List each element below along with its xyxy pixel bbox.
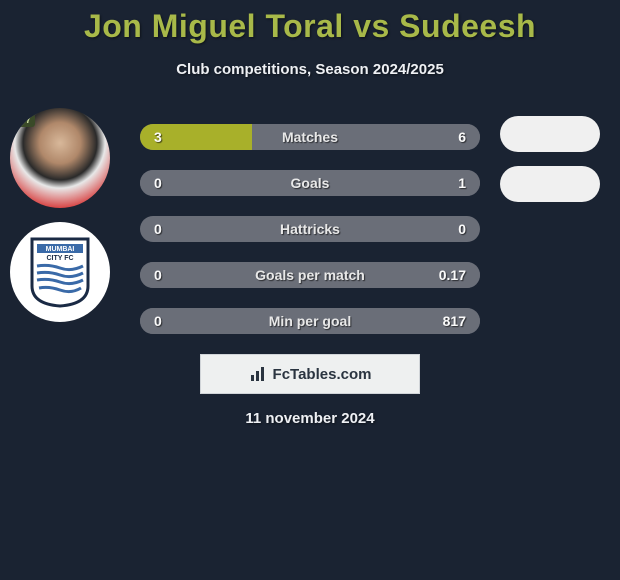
stat-row: 01Goals <box>140 170 480 196</box>
stat-row: 36Matches <box>140 124 480 150</box>
svg-text:CITY FC: CITY FC <box>46 255 73 262</box>
stat-label: Goals <box>140 170 480 196</box>
stat-label: Goals per match <box>140 262 480 288</box>
right-pill-column <box>500 116 600 216</box>
stat-bars-container: 36Matches 01Goals 00Hattricks 00.17Goals pe… <box>140 124 480 354</box>
player-avatar-column: 57 MUMBAI CITY FC <box>10 108 110 336</box>
stat-row: 0817Min per goal <box>140 308 480 334</box>
stat-label: Min per goal <box>140 308 480 334</box>
player1-avatar: 57 <box>10 108 110 208</box>
footer-date: 11 november 2024 <box>0 410 620 427</box>
club-crest-icon: MUMBAI CITY FC <box>29 236 91 308</box>
stat-label: Hattricks <box>140 216 480 242</box>
subtitle: Club competitions, Season 2024/2025 <box>0 61 620 78</box>
player1-rating-badge: 57 <box>16 114 35 127</box>
stat-label: Matches <box>140 124 480 150</box>
stat-row: 00Hattricks <box>140 216 480 242</box>
brand-text: FcTables.com <box>273 366 372 383</box>
page-title: Jon Miguel Toral vs Sudeesh <box>0 0 620 45</box>
brand-badge[interactable]: FcTables.com <box>200 354 420 394</box>
stat-row: 00.17Goals per match <box>140 262 480 288</box>
comparison-pill-1 <box>500 116 600 152</box>
comparison-pill-2 <box>500 166 600 202</box>
player2-avatar: MUMBAI CITY FC <box>10 222 110 322</box>
svg-text:MUMBAI: MUMBAI <box>46 246 75 253</box>
chart-icon <box>249 365 267 383</box>
